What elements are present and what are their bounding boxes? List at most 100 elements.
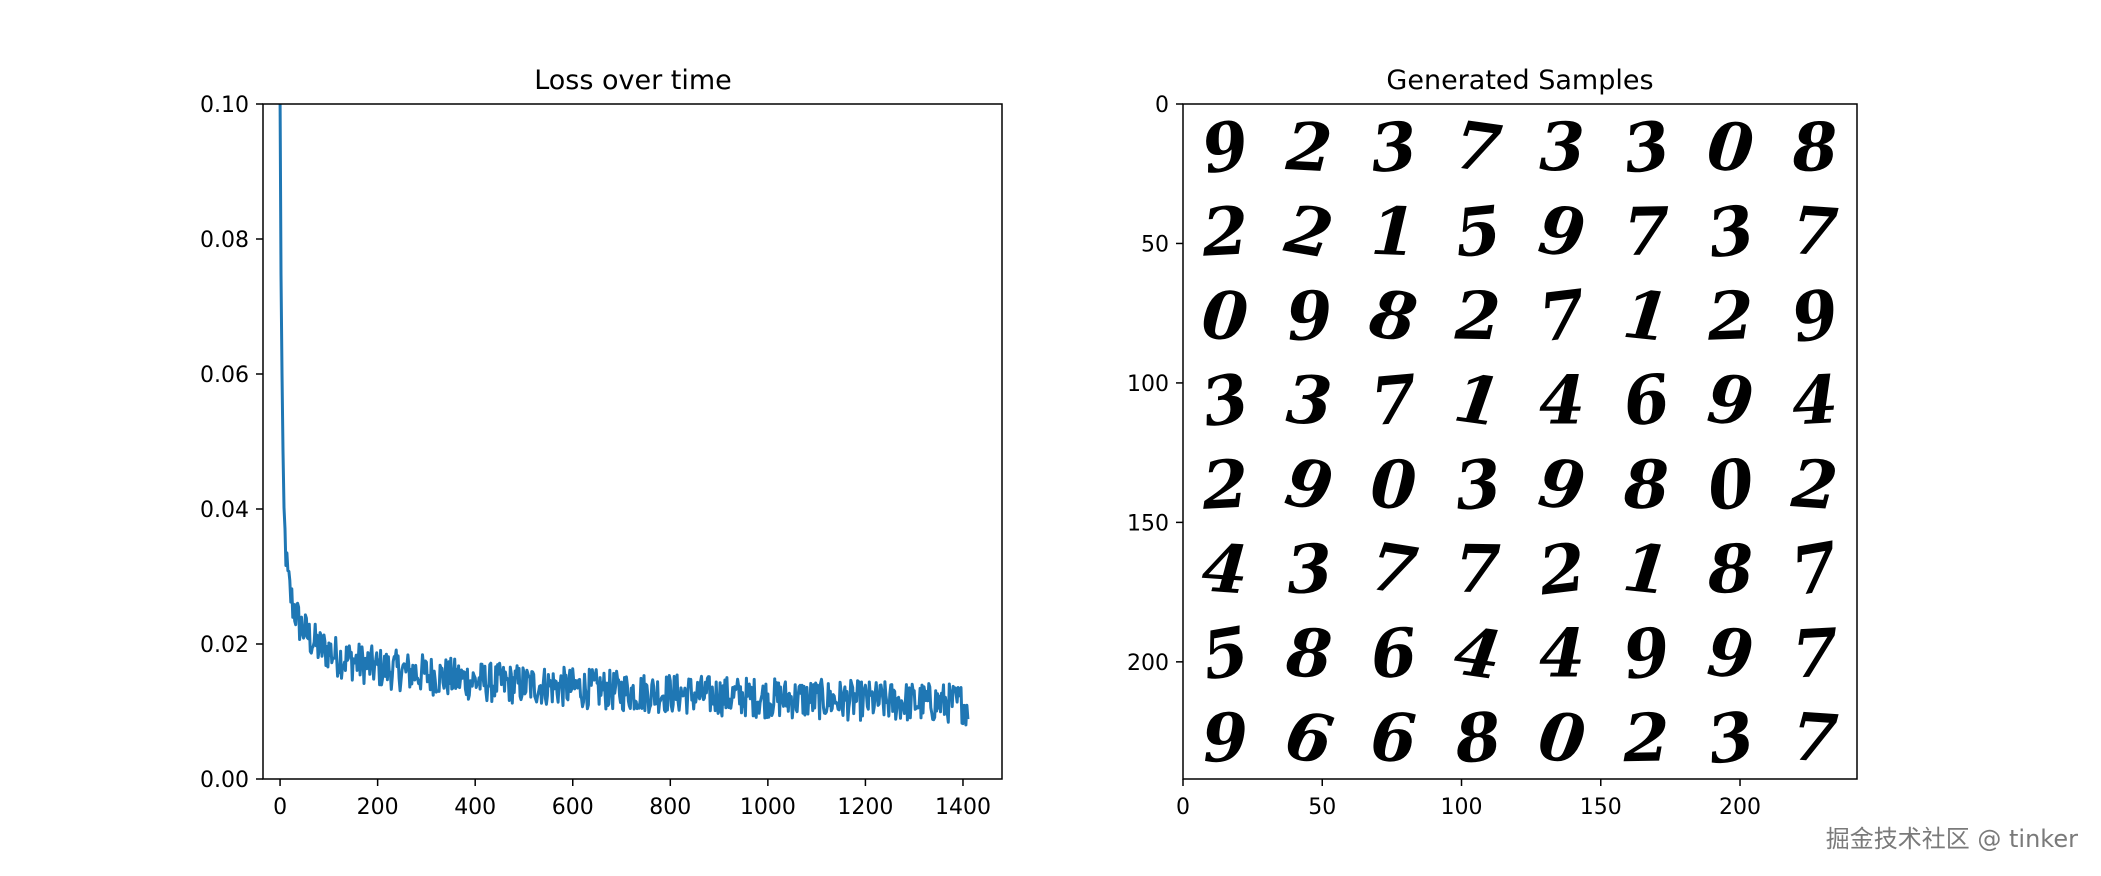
sample-digit: 7 bbox=[1623, 192, 1670, 271]
loss-chart-title: Loss over time bbox=[534, 65, 732, 96]
sample-digit: 9 bbox=[1280, 442, 1339, 527]
loss-x-tick-label: 1200 bbox=[837, 795, 893, 820]
sample-digit: 9 bbox=[1200, 698, 1250, 778]
loss-series-line bbox=[278, 103, 970, 727]
sample-digit: 3 bbox=[1702, 189, 1760, 273]
sample-digit: 7 bbox=[1789, 191, 1840, 272]
sample-digit: 0 bbox=[1369, 445, 1418, 525]
sample-digit: 8 bbox=[1789, 107, 1840, 187]
sample-digit: 9 bbox=[1534, 443, 1589, 526]
loss-plot-frame bbox=[262, 103, 1003, 780]
loss-y-axis: 0.00 0.02 0.04 0.06 0.08 0.10 bbox=[200, 93, 263, 793]
sample-digit: 2 bbox=[1705, 276, 1755, 356]
sample-digit: 7 bbox=[1789, 697, 1840, 778]
sample-digit: 4 bbox=[1199, 529, 1250, 610]
sample-digit: 7 bbox=[1367, 359, 1420, 441]
sample-digit: 3 bbox=[1618, 105, 1674, 189]
loss-x-tick-label: 600 bbox=[552, 795, 594, 820]
sample-digit: 9 bbox=[1534, 190, 1589, 273]
samples-x-tick-label: 50 bbox=[1308, 795, 1336, 820]
sample-digit: 5 bbox=[1196, 611, 1255, 696]
loss-x-tick-label: 800 bbox=[649, 795, 691, 820]
sample-digit: 3 bbox=[1539, 108, 1585, 186]
sample-digit: 2 bbox=[1199, 191, 1250, 271]
samples-x-tick-label: 200 bbox=[1719, 795, 1761, 820]
sample-digit: 8 bbox=[1622, 445, 1670, 524]
sample-digit: 3 bbox=[1284, 360, 1334, 440]
sample-digit: 8 bbox=[1364, 274, 1423, 358]
sample-digit: 7 bbox=[1786, 527, 1845, 612]
sample-digit: 6 bbox=[1367, 613, 1420, 695]
samples-y-axis: 0 50 100 150 200 bbox=[1127, 93, 1183, 676]
sample-digit: 3 bbox=[1451, 443, 1505, 525]
loss-y-tick-label: 0.02 bbox=[200, 633, 249, 658]
sample-digit: 7 bbox=[1450, 105, 1506, 189]
samples-grid: 9 2 3 7 3 3 0 82 2 1 5 9 7 3 70 9 8 2 7 1 2 93 3 7 1 4 6 9 42 9 0 3 9 8 0 2… bbox=[1196, 105, 1845, 780]
sample-digit: 9 bbox=[1284, 275, 1335, 356]
sample-digit: 2 bbox=[1622, 698, 1670, 777]
sample-digit: 3 bbox=[1367, 106, 1420, 188]
samples-y-tick-label: 50 bbox=[1141, 232, 1169, 257]
sample-digit: 1 bbox=[1619, 275, 1673, 357]
sample-digit: 4 bbox=[1539, 361, 1585, 439]
sample-digit: 7 bbox=[1535, 274, 1590, 357]
sample-digit: 3 bbox=[1284, 529, 1335, 610]
loss-x-tick-label: 400 bbox=[454, 795, 496, 820]
sample-digit: 2 bbox=[1453, 277, 1501, 356]
sample-digit: 1 bbox=[1450, 358, 1506, 442]
samples-y-tick-label: 200 bbox=[1127, 651, 1169, 676]
sample-digit: 9 bbox=[1618, 612, 1674, 696]
sample-digit: 2 bbox=[1534, 528, 1590, 611]
samples-y-tick-label: 0 bbox=[1155, 93, 1169, 118]
loss-y-tick-label: 0.10 bbox=[200, 93, 249, 118]
sample-digit: 8 bbox=[1450, 697, 1505, 779]
sample-digit: 8 bbox=[1705, 529, 1755, 609]
sample-digit: 0 bbox=[1702, 443, 1760, 527]
sample-digit: 3 bbox=[1702, 696, 1760, 780]
samples-y-tick-label: 150 bbox=[1127, 511, 1169, 536]
samples-x-tick-label: 0 bbox=[1176, 795, 1190, 820]
loss-x-tick-label: 1000 bbox=[740, 795, 796, 820]
sample-digit: 7 bbox=[1790, 613, 1840, 693]
sample-digit: 9 bbox=[1704, 613, 1757, 695]
samples-x-tick-label: 150 bbox=[1580, 795, 1622, 820]
loss-chart: Loss over time 0.000.020.040.060.080.10 … bbox=[200, 65, 1003, 820]
loss-y-tick-label: 0.06 bbox=[200, 363, 249, 388]
samples-chart: Generated Samples 9 2 3 7 3 3 0 82 2 1 5 9 7 3 70 9 8 2 7 1… bbox=[1127, 65, 1858, 820]
sample-digit: 2 bbox=[1279, 189, 1339, 274]
sample-digit: 3 bbox=[1196, 358, 1255, 443]
samples-x-axis: 0 50 100 150 200 bbox=[1176, 779, 1761, 820]
sample-digit: 1 bbox=[1369, 192, 1418, 272]
sample-digit: 6 bbox=[1369, 698, 1418, 778]
sample-digit: 2 bbox=[1283, 107, 1334, 187]
samples-y-tick-label: 100 bbox=[1127, 372, 1169, 397]
loss-x-tick-label: 0 bbox=[273, 795, 287, 820]
sample-digit: 4 bbox=[1450, 612, 1506, 696]
sample-digit: 9 bbox=[1196, 105, 1255, 190]
sample-digit: 5 bbox=[1451, 190, 1505, 272]
loss-y-tick-label: 0.04 bbox=[200, 498, 249, 523]
sample-digit: 2 bbox=[1788, 444, 1840, 525]
sample-digit: 4 bbox=[1539, 614, 1585, 692]
samples-chart-title: Generated Samples bbox=[1386, 65, 1653, 96]
sample-digit: 7 bbox=[1454, 530, 1501, 609]
sample-digit: 7 bbox=[1365, 527, 1423, 611]
loss-y-tick-label: 0.00 bbox=[200, 768, 249, 793]
samples-x-tick-label: 100 bbox=[1441, 795, 1483, 820]
sample-digit: 9 bbox=[1704, 359, 1757, 441]
sample-digit: 9 bbox=[1786, 274, 1845, 359]
loss-x-tick-label: 1400 bbox=[935, 795, 991, 820]
loss-y-tick-label: 0.08 bbox=[200, 228, 249, 253]
loss-x-axis: 0 200 400 600 800 1000 1200 1400 bbox=[273, 779, 991, 820]
sample-digit: 2 bbox=[1199, 445, 1250, 525]
sample-digit: 0 bbox=[1199, 275, 1250, 356]
sample-digit: 6 bbox=[1618, 358, 1674, 442]
watermark: 掘金技术社区 @ tinker bbox=[1826, 825, 2078, 853]
loss-x-tick-label: 200 bbox=[357, 795, 399, 820]
sample-digit: 6 bbox=[1280, 695, 1339, 780]
sample-digit: 0 bbox=[1534, 696, 1589, 779]
sample-digit: 1 bbox=[1619, 528, 1673, 610]
samples-plot-frame bbox=[1182, 103, 1858, 780]
sample-digit: 4 bbox=[1790, 360, 1840, 440]
